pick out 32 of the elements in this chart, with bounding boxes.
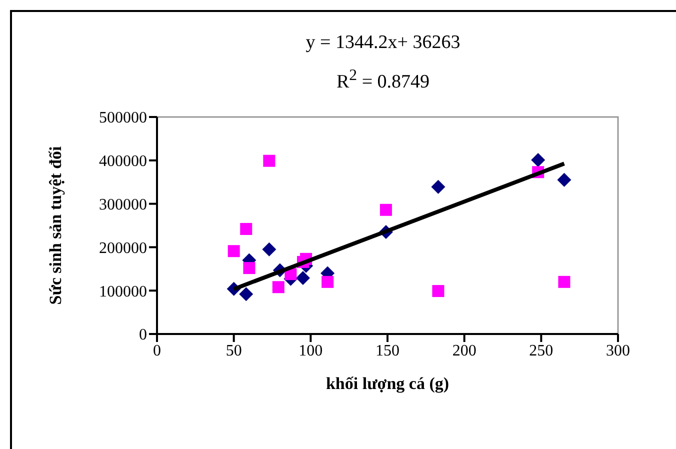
point: [239, 287, 254, 302]
point: [296, 271, 310, 286]
x-tick-label: 150: [376, 342, 400, 360]
x-tick-label: 0: [153, 342, 161, 360]
point: [531, 152, 546, 167]
y-axis-title: Sức sinh sản tuyệt đối: [46, 146, 66, 305]
point: [558, 276, 570, 288]
point: [431, 180, 446, 194]
x-tick-label: 300: [606, 342, 630, 360]
x-axis-title: khối lượng cá (g): [326, 374, 450, 393]
x-tick-label: 100: [298, 342, 323, 360]
y-tick-label: 300000: [99, 196, 147, 214]
y-tick-label: 400000: [99, 153, 147, 170]
point: [557, 172, 572, 187]
point: [380, 204, 392, 216]
y-tick-label: 0: [139, 326, 147, 344]
text: R$^{2}$ = 0.8749: [335, 66, 431, 94]
x-tick-label: 250: [529, 342, 554, 360]
y-tick-label: 500000: [99, 110, 147, 127]
x-tick-label: 50: [226, 342, 242, 360]
y-tick-label: 100000: [99, 283, 147, 300]
point: [432, 285, 444, 298]
point: [322, 276, 334, 288]
point: [263, 154, 276, 167]
point: [240, 222, 252, 235]
point: [243, 262, 256, 274]
x-tick-label: 200: [452, 342, 476, 360]
point: [262, 242, 276, 256]
y-tick-label: 200000: [99, 240, 147, 257]
point: [228, 245, 240, 258]
point: [272, 281, 284, 294]
text: y = 1344.2x+ 36263: [304, 31, 462, 55]
